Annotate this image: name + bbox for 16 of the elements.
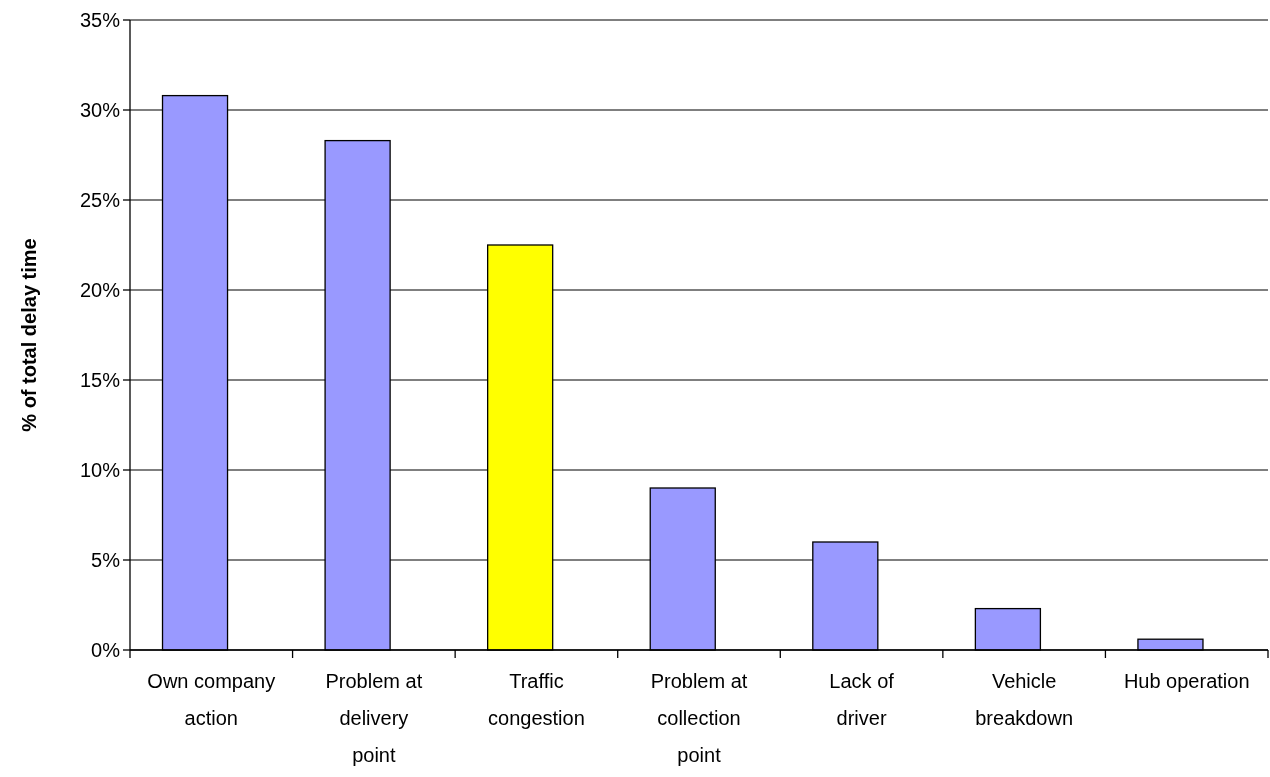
y-tick-label: 25% bbox=[79, 189, 121, 211]
y-tick-label: 20% bbox=[79, 279, 121, 301]
x-tick-label: Problem at delivery point bbox=[325, 670, 423, 766]
y-tick-label: 0% bbox=[91, 639, 121, 661]
x-tick-label: Vehicle breakdown bbox=[975, 670, 1074, 729]
x-tick-label: Traffic congestion bbox=[488, 670, 585, 729]
x-tick-label: Lack of driver bbox=[829, 670, 895, 729]
y-tick-label: 35% bbox=[79, 9, 121, 31]
x-tick-label: Problem at collection point bbox=[650, 670, 748, 766]
y-tick-label: 30% bbox=[79, 99, 121, 121]
y-axis-title: % of total delay time bbox=[18, 238, 40, 432]
y-tick-label: 10% bbox=[79, 459, 121, 481]
x-tick-label: Hub operation bbox=[1123, 670, 1250, 692]
y-tick-label: 15% bbox=[79, 369, 121, 391]
y-tick-label: 5% bbox=[91, 549, 121, 571]
x-tick-label: Own company action bbox=[147, 670, 276, 729]
